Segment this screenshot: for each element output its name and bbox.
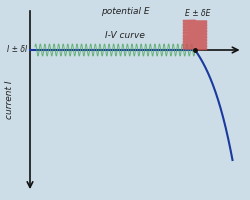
Text: I-V curve: I-V curve	[105, 31, 145, 40]
Text: E ± δE: E ± δE	[185, 9, 210, 19]
Text: I ± δI: I ± δI	[7, 46, 28, 54]
Text: current I: current I	[6, 81, 15, 119]
Text: potential E: potential E	[101, 7, 149, 17]
